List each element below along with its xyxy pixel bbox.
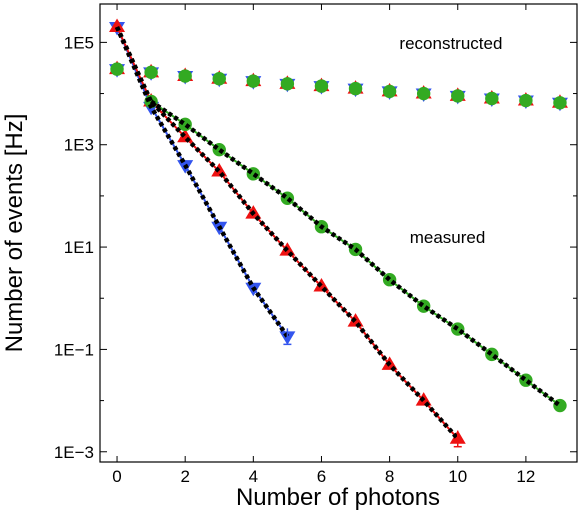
data-point [212, 72, 226, 86]
x-tick-label: 4 [249, 467, 258, 486]
x-tick-label: 12 [516, 467, 535, 486]
fit-line [149, 99, 562, 408]
data-point [382, 84, 397, 99]
data-point [144, 65, 158, 80]
data-point [246, 74, 261, 88]
plot-frame [99, 3, 578, 463]
annotation-reconstructed: reconstructed [399, 34, 502, 53]
y-tick-label: 1E−3 [54, 443, 94, 462]
x-tick-label: 10 [448, 467, 467, 486]
data-point [553, 398, 567, 413]
data-point [416, 86, 431, 101]
data-markers [109, 18, 568, 448]
x-tick-label: 8 [385, 467, 394, 486]
axis-ticks [100, 4, 577, 462]
x-tick-label: 0 [112, 467, 121, 486]
fit-line [114, 26, 460, 441]
data-point [110, 62, 124, 76]
y-tick-label: 1E1 [64, 238, 94, 257]
y-tick-label: 1E−1 [54, 340, 94, 359]
y-axis-title: Number of events [Hz] [1, 114, 28, 353]
data-point [416, 299, 431, 313]
y-tick-label: 1E5 [64, 33, 94, 52]
x-tick-label: 6 [317, 467, 326, 486]
data-point [109, 18, 126, 32]
data-point [348, 81, 363, 96]
data-point [519, 93, 533, 108]
data-point [280, 77, 295, 91]
tick-labels: 0 2 4 6 8 10 12 1E5 1E3 1E1 1E−1 1E−3 [54, 33, 536, 486]
data-point [553, 96, 567, 110]
data-point [519, 373, 533, 387]
data-point [314, 79, 329, 93]
annotation-measured: measured [410, 228, 486, 247]
data-point [485, 91, 499, 106]
data-point [451, 89, 465, 103]
y-tick-label: 1E3 [64, 136, 94, 155]
x-tick-label: 2 [180, 467, 189, 486]
fit-lines [116, 26, 561, 440]
x-axis-title: Number of photons [236, 484, 440, 511]
data-point [178, 69, 192, 83]
